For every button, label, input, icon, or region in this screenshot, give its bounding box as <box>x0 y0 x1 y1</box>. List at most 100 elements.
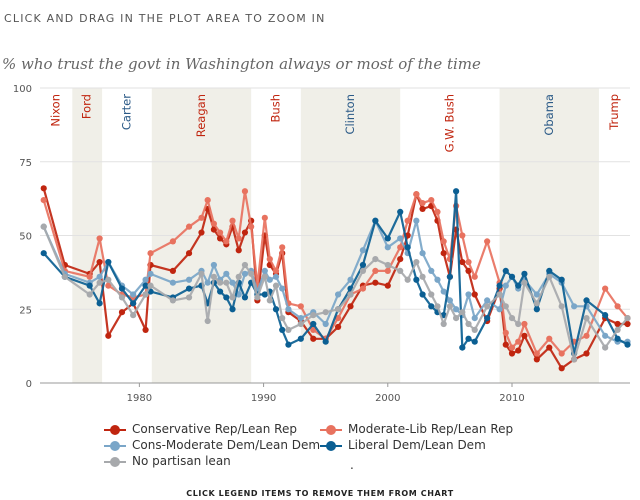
data-point[interactable] <box>235 235 242 242</box>
data-point[interactable] <box>521 332 528 339</box>
data-point[interactable] <box>413 258 420 266</box>
data-point[interactable] <box>86 291 93 298</box>
data-point[interactable] <box>558 350 565 357</box>
data-point[interactable] <box>198 270 205 277</box>
data-point[interactable] <box>86 273 93 280</box>
data-point[interactable] <box>96 300 103 307</box>
data-point[interactable] <box>558 276 565 283</box>
data-point[interactable] <box>419 205 426 213</box>
data-point[interactable] <box>413 276 420 283</box>
data-point[interactable] <box>521 320 528 328</box>
data-point[interactable] <box>241 270 249 277</box>
data-point[interactable] <box>459 258 466 266</box>
data-point[interactable] <box>434 208 441 215</box>
data-point[interactable] <box>521 279 528 286</box>
data-point[interactable] <box>471 273 478 280</box>
data-point[interactable] <box>130 291 137 298</box>
data-point[interactable] <box>502 329 509 336</box>
data-point[interactable] <box>384 267 391 274</box>
data-point[interactable] <box>602 312 609 319</box>
data-point[interactable] <box>583 315 590 322</box>
data-point[interactable] <box>254 294 261 301</box>
data-point[interactable] <box>428 303 435 310</box>
data-point[interactable] <box>624 320 631 328</box>
data-point[interactable] <box>198 229 205 236</box>
data-point[interactable] <box>453 188 460 195</box>
data-point[interactable] <box>118 294 126 301</box>
data-point[interactable] <box>446 303 453 310</box>
data-point[interactable] <box>602 332 609 339</box>
data-point[interactable] <box>453 315 460 322</box>
data-point[interactable] <box>185 294 193 301</box>
data-point[interactable] <box>272 267 280 274</box>
data-point[interactable] <box>285 326 292 333</box>
data-point[interactable] <box>496 291 503 298</box>
data-point[interactable] <box>217 229 224 236</box>
data-point[interactable] <box>297 335 304 342</box>
data-point[interactable] <box>105 276 112 283</box>
data-point[interactable] <box>210 273 217 280</box>
data-point[interactable] <box>533 300 540 307</box>
data-point[interactable] <box>204 279 211 286</box>
data-point[interactable] <box>185 276 193 283</box>
data-point[interactable] <box>384 282 391 289</box>
data-point[interactable] <box>404 217 411 224</box>
data-point[interactable] <box>217 235 224 242</box>
data-point[interactable] <box>624 315 631 322</box>
data-point[interactable] <box>583 350 590 357</box>
data-point[interactable] <box>419 291 426 298</box>
data-point[interactable] <box>130 300 137 307</box>
data-point[interactable] <box>428 267 435 274</box>
data-point[interactable] <box>142 282 149 289</box>
data-point[interactable] <box>130 312 137 319</box>
data-point[interactable] <box>484 238 491 245</box>
data-point[interactable] <box>347 276 354 283</box>
data-point[interactable] <box>147 270 154 277</box>
data-point[interactable] <box>602 285 609 292</box>
data-point[interactable] <box>508 315 516 322</box>
data-point[interactable] <box>583 297 590 304</box>
data-point[interactable] <box>533 306 540 313</box>
data-point[interactable] <box>533 356 540 363</box>
data-point[interactable] <box>310 326 317 333</box>
data-point[interactable] <box>229 217 236 224</box>
data-point[interactable] <box>217 279 224 286</box>
data-point[interactable] <box>546 267 553 274</box>
data-point[interactable] <box>223 294 230 301</box>
legend-item-conservative-rep[interactable]: Conservative Rep/Lean Rep <box>104 422 297 436</box>
data-point[interactable] <box>105 258 112 266</box>
data-point[interactable] <box>297 303 304 310</box>
data-point[interactable] <box>471 315 478 322</box>
series-liberal-dem-lean-dem[interactable] <box>40 188 631 357</box>
data-point[interactable] <box>118 285 126 292</box>
data-point[interactable] <box>359 247 367 254</box>
data-point[interactable] <box>40 223 47 230</box>
data-point[interactable] <box>261 273 268 280</box>
data-point[interactable] <box>413 191 420 198</box>
data-point[interactable] <box>384 261 391 269</box>
data-point[interactable] <box>185 285 193 292</box>
data-point[interactable] <box>384 244 391 251</box>
data-point[interactable] <box>198 214 205 221</box>
data-point[interactable] <box>322 320 329 328</box>
data-point[interactable] <box>335 291 342 298</box>
legend-item-liberal-dem[interactable]: Liberal Dem/Lean Dem <box>320 438 486 452</box>
data-point[interactable] <box>142 326 149 333</box>
data-point[interactable] <box>359 261 367 269</box>
data-point[interactable] <box>105 332 112 339</box>
data-point[interactable] <box>372 256 379 263</box>
data-point[interactable] <box>210 220 217 227</box>
data-point[interactable] <box>347 303 354 310</box>
data-point[interactable] <box>372 279 379 286</box>
data-point[interactable] <box>169 297 177 304</box>
data-point[interactable] <box>241 229 249 236</box>
data-point[interactable] <box>61 273 68 280</box>
data-point[interactable] <box>169 238 177 245</box>
data-point[interactable] <box>359 285 367 292</box>
data-point[interactable] <box>440 320 447 328</box>
data-point[interactable] <box>614 303 621 310</box>
data-point[interactable] <box>471 291 478 298</box>
data-point[interactable] <box>624 341 631 348</box>
data-point[interactable] <box>446 273 453 280</box>
data-point[interactable] <box>533 291 540 298</box>
